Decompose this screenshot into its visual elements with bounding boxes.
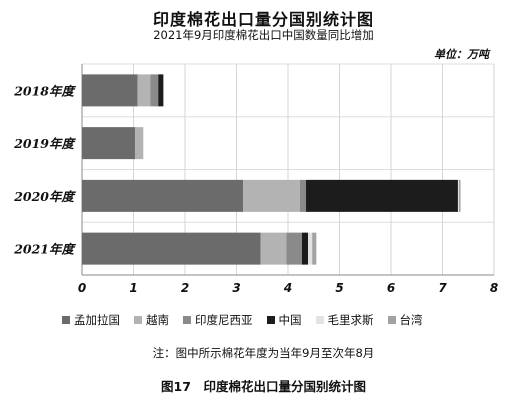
bar-segment	[457, 179, 459, 212]
legend-label: 孟加拉国	[74, 313, 120, 327]
x-tick-label: 5	[335, 281, 343, 295]
bar-segment	[312, 232, 317, 265]
bar-segment	[82, 179, 244, 212]
legend-label: 毛里求斯	[327, 313, 374, 327]
bar-segment	[135, 127, 144, 160]
category-label: 2020年度	[13, 189, 76, 204]
legend-item: 毛里求斯	[315, 312, 374, 328]
legend-swatch	[387, 316, 396, 324]
bar-segment	[158, 74, 164, 107]
bar-segment	[82, 127, 136, 160]
chart-title: 印度棉花出口量分国别统计图	[152, 10, 374, 29]
bar-segment	[299, 179, 307, 212]
x-tick-label: 3	[232, 281, 240, 295]
x-tick-label: 1	[129, 281, 137, 295]
category-label: 2021年度	[13, 242, 76, 257]
x-tick-label: 2	[181, 281, 189, 295]
unit-label: 单位：万吨	[434, 48, 489, 61]
bar-segment	[260, 232, 287, 265]
category-label: 2019年度	[13, 136, 76, 151]
legend-label: 台湾	[399, 313, 423, 327]
figure-caption: 图17 印度棉花出口量分国别统计图	[161, 379, 366, 394]
category-label: 2018年度	[13, 83, 76, 98]
legend-item: 越南	[134, 312, 169, 328]
bar-segment	[458, 179, 461, 212]
legend-item: 孟加拉国	[62, 312, 120, 328]
bar-segment	[308, 232, 313, 265]
bar-segment	[82, 74, 138, 107]
chart-subtitle: 2021年9月印度棉花出口中国数量同比增加	[153, 28, 374, 42]
x-tick-label: 6	[387, 281, 395, 295]
legend-label: 中国	[278, 313, 302, 327]
legend-item: 印度尼西亚	[183, 312, 253, 328]
x-tick-label: 7	[438, 281, 447, 295]
chart-legend: 孟加拉国 越南 印度尼西亚 中国 毛里求斯 台湾	[62, 312, 423, 328]
x-tick-label: 4	[283, 281, 292, 295]
bar-segment	[150, 74, 159, 107]
bar-segment	[82, 232, 261, 265]
x-tick-label: 8	[490, 281, 498, 295]
legend-item: 中国	[266, 312, 302, 328]
bar-segment	[137, 74, 151, 107]
legend-swatch	[315, 316, 324, 324]
bar-segment	[301, 232, 309, 265]
legend-label: 印度尼西亚	[195, 313, 253, 327]
legend-swatch	[183, 316, 191, 324]
bar-segment	[243, 179, 300, 212]
legend-swatch	[134, 316, 142, 324]
legend-item: 台湾	[387, 312, 423, 328]
bar-segment	[306, 179, 458, 212]
legend-swatch	[266, 316, 275, 324]
legend-swatch	[62, 316, 70, 324]
chart-note: 注：图中所示棉花年度为当年9月至次年8月	[152, 346, 375, 360]
bar-segment	[286, 232, 302, 265]
x-tick-label: 0	[78, 281, 86, 295]
legend-label: 越南	[146, 313, 169, 327]
